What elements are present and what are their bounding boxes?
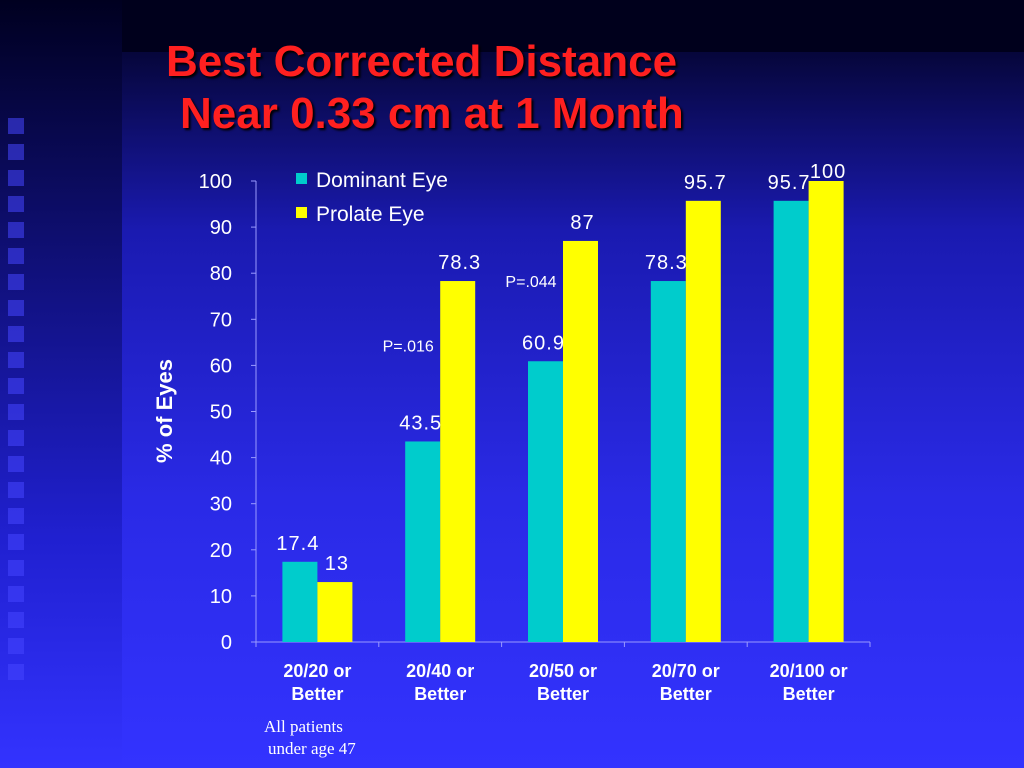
bar-prolate-eye bbox=[317, 582, 353, 642]
y-tick-label: 50 bbox=[210, 402, 232, 424]
slide-title-line-1: Best Corrected Distance bbox=[166, 37, 678, 86]
slide-title-line-2: Near 0.33 cm at 1 Month bbox=[180, 89, 684, 138]
y-tick-label: 70 bbox=[210, 309, 232, 331]
p-value-annotation: P=.016 bbox=[383, 339, 434, 356]
y-tick-label: 100 bbox=[199, 171, 232, 193]
y-tick-label: 60 bbox=[210, 355, 232, 377]
data-label: 43.5 bbox=[399, 412, 442, 434]
footnote: All patients under age 47 bbox=[264, 716, 356, 760]
legend-swatch-prolate-eye bbox=[296, 207, 307, 218]
data-label: 60.9 bbox=[522, 332, 565, 354]
y-tick-label: 90 bbox=[210, 217, 232, 239]
y-axis-title: % of Eyes bbox=[152, 359, 177, 463]
decorative-squares bbox=[8, 118, 26, 690]
x-category-label: 20/40 or bbox=[406, 661, 474, 681]
legend-swatch-dominant-eye bbox=[296, 173, 307, 184]
slide-title: Best Corrected Distance Near 0.33 cm at … bbox=[166, 36, 684, 140]
y-tick-label: 30 bbox=[210, 494, 232, 516]
data-label: 87 bbox=[570, 212, 594, 234]
bar-prolate-eye bbox=[808, 181, 844, 642]
legend-label: Dominant Eye bbox=[316, 169, 448, 192]
data-label: 78.3 bbox=[645, 252, 688, 274]
x-category-label: Better bbox=[783, 684, 835, 704]
data-label: 95.7 bbox=[768, 172, 811, 194]
x-category-label: Better bbox=[291, 684, 343, 704]
x-category-label: 20/20 or bbox=[283, 661, 351, 681]
bar-prolate-eye bbox=[440, 281, 476, 642]
data-label: 17.4 bbox=[276, 533, 319, 555]
footnote-line-2: under age 47 bbox=[268, 739, 356, 758]
x-category-label: Better bbox=[537, 684, 589, 704]
x-category-label: 20/100 or bbox=[770, 661, 848, 681]
data-label: 100 bbox=[810, 161, 846, 183]
bar-prolate-eye bbox=[563, 240, 598, 642]
bar-dominant-eye bbox=[405, 441, 441, 642]
x-category-label: Better bbox=[660, 684, 712, 704]
bar-dominant-eye bbox=[282, 561, 318, 642]
bar-dominant-eye bbox=[773, 200, 809, 642]
y-tick-label: 10 bbox=[210, 586, 232, 608]
legend-label: Prolate Eye bbox=[316, 203, 425, 226]
p-value-annotation: P=.044 bbox=[505, 274, 556, 291]
bar-dominant-eye bbox=[650, 281, 686, 642]
bar-prolate-eye bbox=[685, 200, 721, 642]
top-dark-band bbox=[122, 0, 1024, 52]
y-tick-label: 80 bbox=[210, 263, 232, 285]
x-category-label: 20/50 or bbox=[529, 661, 597, 681]
data-label: 95.7 bbox=[684, 172, 727, 194]
y-tick-label: 40 bbox=[210, 448, 232, 470]
data-label: 78.3 bbox=[438, 252, 481, 274]
y-tick-label: 20 bbox=[210, 540, 232, 562]
y-tick-label: 0 bbox=[221, 632, 232, 654]
x-category-label: 20/70 or bbox=[652, 661, 720, 681]
x-category-label: Better bbox=[414, 684, 466, 704]
data-label: 13 bbox=[325, 553, 349, 575]
footnote-line-1: All patients bbox=[264, 717, 343, 736]
bar-dominant-eye bbox=[528, 361, 563, 642]
left-decoration-strip bbox=[0, 0, 122, 768]
